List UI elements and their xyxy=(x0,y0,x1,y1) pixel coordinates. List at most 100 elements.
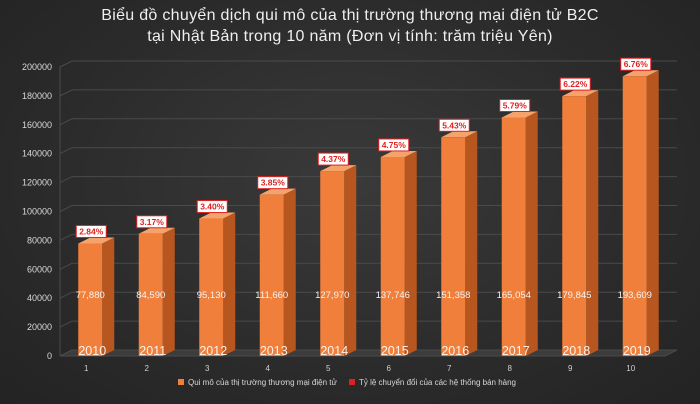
y-tick-label: 40000 xyxy=(27,293,52,303)
bar-group: 127,970 2014 5 4.37% xyxy=(315,152,357,373)
bar-top xyxy=(441,131,478,138)
bar-side xyxy=(344,165,357,356)
bar-group: 137,746 2015 6 4.75% xyxy=(376,138,417,373)
category-label: 2018 xyxy=(562,344,590,358)
rate-data-label: 4.37% xyxy=(321,154,346,164)
bar-top xyxy=(562,90,599,97)
y-tick-label: 120000 xyxy=(22,178,52,188)
category-label: 2012 xyxy=(199,344,227,358)
bar-group: 95,130 2012 3 3.40% xyxy=(196,200,236,373)
y-tick-label: 0 xyxy=(47,351,52,361)
rate-label-box xyxy=(196,200,228,214)
bar-side xyxy=(162,227,175,356)
category-label: 2011 xyxy=(139,344,166,358)
rate-data-label: 2.84% xyxy=(79,226,104,236)
bar xyxy=(380,156,405,356)
bar-top xyxy=(380,150,417,157)
bar-group: 179,845 2018 9 6.22% xyxy=(557,77,599,373)
x-tick-label: 9 xyxy=(568,364,573,373)
bar-group: 111,660 2013 4 3.85% xyxy=(255,176,296,373)
rate-label-box xyxy=(620,57,652,71)
bar-top xyxy=(78,237,115,244)
bar-top xyxy=(138,227,175,234)
bar-value-label: 137,746 xyxy=(376,290,410,301)
bar-top xyxy=(501,111,538,118)
bar-value-label: 193,609 xyxy=(618,290,652,301)
x-tick-label: 10 xyxy=(626,364,635,373)
x-tick-label: 5 xyxy=(326,364,331,373)
bar-top xyxy=(199,212,236,219)
x-tick-label: 6 xyxy=(387,364,392,373)
bar-value-label: 84,590 xyxy=(136,290,165,301)
bar-value-label: 179,845 xyxy=(557,290,591,301)
rate-label-box xyxy=(378,138,410,152)
bar-side xyxy=(465,131,478,356)
x-tick-label: 1 xyxy=(84,364,89,373)
legend-swatch-rate xyxy=(349,379,355,385)
bar-group: 151,358 2016 7 5.43% xyxy=(436,118,478,373)
bar-value-label: 127,970 xyxy=(315,290,349,301)
rate-data-label: 3.17% xyxy=(140,217,165,227)
rate-label-box xyxy=(317,152,349,166)
y-tick-label: 160000 xyxy=(22,120,52,130)
bar-value-label: 111,660 xyxy=(255,290,288,301)
bar-group: 165,054 2017 8 5.79% xyxy=(497,98,538,373)
x-tick-label: 8 xyxy=(508,364,513,373)
rate-label-box xyxy=(559,77,591,91)
bar-side xyxy=(525,111,538,356)
bar xyxy=(259,194,284,356)
bar xyxy=(622,76,647,357)
y-tick-label: 100000 xyxy=(22,207,52,217)
gridline xyxy=(59,89,677,97)
bar-value-label: 151,358 xyxy=(436,290,470,301)
rate-label-box xyxy=(438,118,470,132)
rate-label-box xyxy=(136,215,168,229)
rate-label-box xyxy=(75,224,107,238)
bar-top xyxy=(622,70,659,77)
chart-title-line-1: Biểu đồ chuyển dịch qui mô của thị trườn… xyxy=(101,7,599,24)
bar-side xyxy=(646,70,659,357)
y-tick-label: 180000 xyxy=(22,91,52,101)
bar-side xyxy=(283,188,296,356)
y-tick-label: 200000 xyxy=(22,62,52,72)
rate-data-label: 3.85% xyxy=(261,178,286,188)
category-label: 2014 xyxy=(320,344,348,358)
x-tick-label: 2 xyxy=(145,364,150,373)
bar-value-label: 165,054 xyxy=(497,290,531,301)
gridline xyxy=(59,118,677,126)
bar-top xyxy=(259,188,296,195)
bar xyxy=(138,233,163,356)
legend-label-rate: Tỷ lệ chuyển đổi của các hệ thống bán hà… xyxy=(359,378,516,387)
x-tick-label: 3 xyxy=(205,364,210,373)
gridline xyxy=(59,60,677,68)
bar-top xyxy=(320,165,357,172)
bar xyxy=(199,218,224,356)
bar xyxy=(562,96,587,357)
rate-data-label: 6.22% xyxy=(563,79,588,89)
bar-side xyxy=(586,90,599,357)
bar xyxy=(501,117,526,356)
category-label: 2017 xyxy=(502,344,530,358)
y-tick-label: 80000 xyxy=(27,235,52,245)
x-tick-label: 7 xyxy=(447,364,452,373)
rate-label-box xyxy=(257,176,289,190)
y-tick-label: 140000 xyxy=(22,149,52,159)
bar-group: 193,609 2019 10 6.76% xyxy=(618,57,659,373)
rate-data-label: 3.40% xyxy=(200,202,225,212)
bar-side xyxy=(223,212,236,356)
category-label: 2013 xyxy=(260,344,288,358)
category-label: 2015 xyxy=(381,344,409,358)
y-tick-label: 20000 xyxy=(27,322,52,332)
bar xyxy=(320,171,345,356)
rate-data-label: 5.43% xyxy=(442,120,467,130)
bar xyxy=(441,137,466,356)
category-label: 2016 xyxy=(441,344,469,358)
y-tick-label: 60000 xyxy=(27,264,52,274)
rate-data-label: 4.75% xyxy=(382,140,407,150)
rate-data-label: 5.79% xyxy=(503,100,528,110)
bar-value-label: 95,130 xyxy=(197,290,226,301)
bar-side xyxy=(404,150,417,356)
bar-side xyxy=(102,237,115,356)
